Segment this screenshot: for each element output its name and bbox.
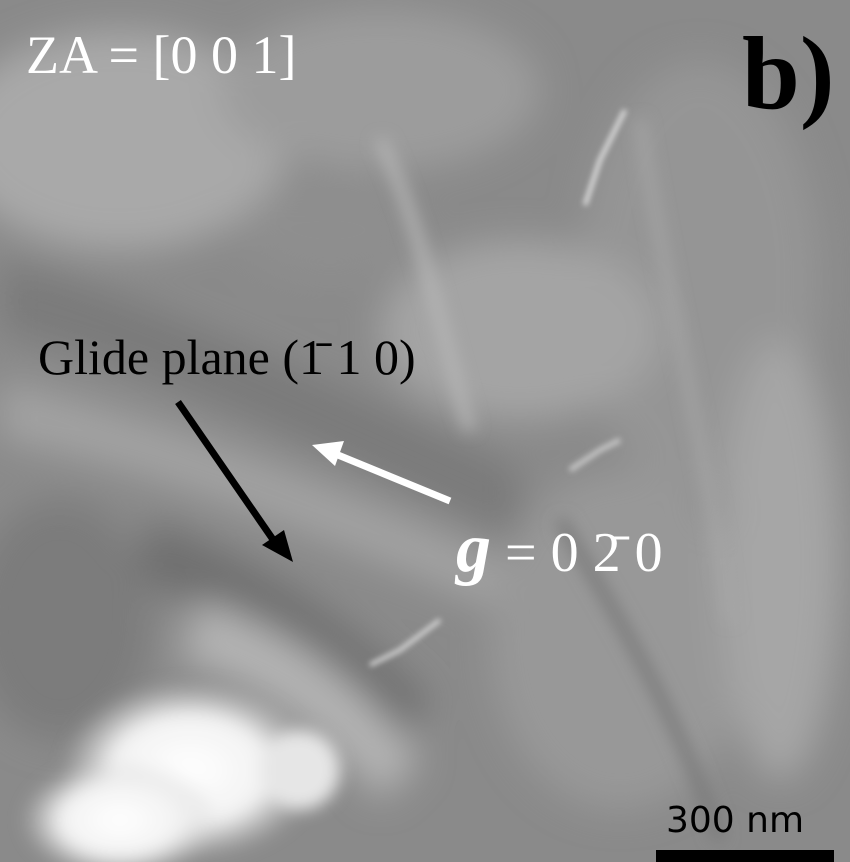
g-vector-arrow [336, 451, 452, 505]
g-vector-arrowhead [312, 441, 344, 466]
panel-letter: b) [742, 16, 835, 131]
glide-plane-label: Glide plane (1̄ 1 0) [38, 329, 416, 385]
g-vector-label: g = 0 2̄ 0 [456, 514, 663, 584]
zone-axis-label: ZA = [0 0 1] [26, 25, 297, 85]
g-vector-symbol: g [456, 510, 491, 587]
glide-plane-arrow [175, 400, 277, 543]
g-vector-value: = 0 2̄ 0 [491, 522, 663, 584]
scale-bar [656, 850, 834, 862]
scale-bar-label: 300 nm [666, 800, 805, 841]
glide-plane-arrowhead [262, 530, 293, 562]
